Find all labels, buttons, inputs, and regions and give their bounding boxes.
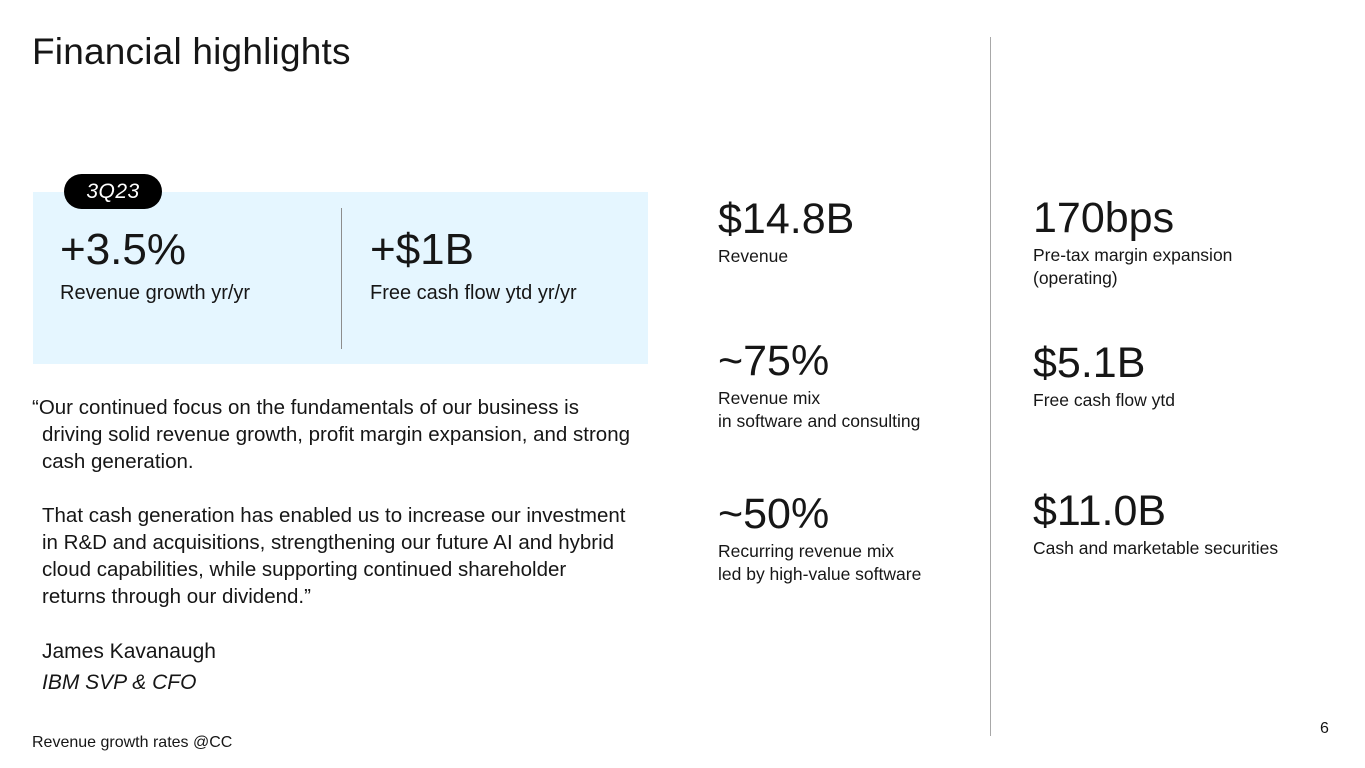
metric-recurring-revenue: ~50% Recurring revenue mix led by high-v… xyxy=(718,490,921,586)
metric-label: Revenue mix in software and consulting xyxy=(718,387,920,433)
metric-value: $14.8B xyxy=(718,195,855,243)
metric-label: Free cash flow ytd xyxy=(1033,389,1175,412)
page-title: Financial highlights xyxy=(32,31,351,72)
cfo-quote: “Our continued focus on the fundamentals… xyxy=(32,394,632,610)
metric-label-line: Revenue mix xyxy=(718,388,821,409)
metric-label: Pre-tax margin expansion (operating) xyxy=(1033,244,1232,290)
highlight-free-cash-flow: +$1B Free cash flow ytd yr/yr xyxy=(370,225,577,305)
metric-label-line: Recurring revenue mix xyxy=(718,541,895,562)
metric-value: ~50% xyxy=(718,490,830,538)
metric-label-line: (operating) xyxy=(1033,268,1118,289)
footnote: Revenue growth rates @CC xyxy=(32,734,233,751)
metric-label: Recurring revenue mix led by high-value … xyxy=(718,540,921,586)
metric-label-line: Free cash flow ytd xyxy=(1033,390,1175,411)
metric-label: Revenue xyxy=(718,245,854,268)
metric-label-line: Revenue xyxy=(718,246,789,267)
highlight-label: Free cash flow ytd yr/yr xyxy=(370,282,577,305)
metric-value: $11.0B xyxy=(1033,487,1167,535)
metric-value: $5.1B xyxy=(1033,339,1146,387)
metric-value: 170bps xyxy=(1033,194,1175,242)
metric-value: ~75% xyxy=(718,337,830,385)
highlight-value: +3.5% xyxy=(60,225,186,274)
quarter-highlight-panel xyxy=(33,192,648,364)
metric-revenue: $14.8B Revenue xyxy=(718,195,855,268)
metric-pretax-margin: 170bps Pre-tax margin expansion (operati… xyxy=(1033,194,1232,290)
metric-label-line: Cash and marketable securities xyxy=(1033,538,1279,559)
metric-label-line: in software and consulting xyxy=(718,411,921,432)
quarter-badge: 3Q23 xyxy=(64,174,162,209)
page-number: 6 xyxy=(1320,720,1329,737)
metric-revenue-mix: ~75% Revenue mix in software and consult… xyxy=(718,337,920,433)
quote-paragraph: That cash generation has enabled us to i… xyxy=(42,504,626,608)
quote-speaker: James Kavanaugh xyxy=(42,640,216,663)
quote-speaker-role: IBM SVP & CFO xyxy=(42,671,197,694)
quote-paragraph: “Our continued focus on the fundamentals… xyxy=(32,396,630,473)
highlight-label: Revenue growth yr/yr xyxy=(60,282,251,305)
highlight-revenue-growth: +3.5% Revenue growth yr/yr xyxy=(60,225,251,305)
highlight-value: +$1B xyxy=(370,225,474,274)
metric-label-line: Pre-tax margin expansion xyxy=(1033,245,1233,266)
metric-cash-securities: $11.0B Cash and marketable securities xyxy=(1033,487,1278,560)
highlight-divider xyxy=(341,208,342,349)
metric-label: Cash and marketable securities xyxy=(1033,537,1278,560)
column-divider xyxy=(990,37,991,736)
metric-free-cash-flow-ytd: $5.1B Free cash flow ytd xyxy=(1033,339,1175,412)
metric-label-line: led by high-value software xyxy=(718,564,922,585)
